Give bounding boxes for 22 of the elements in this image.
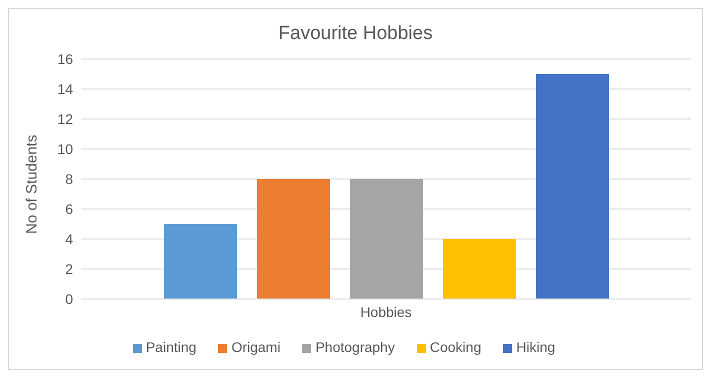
y-tick-label: 14 — [57, 80, 74, 97]
bar — [443, 239, 516, 299]
y-tick-label: 12 — [57, 110, 74, 127]
bar — [536, 74, 609, 299]
legend-label: Photography — [315, 339, 395, 355]
x-tick-label: Hobbies — [360, 304, 412, 320]
legend-label: Hiking — [516, 339, 556, 355]
chart-title: Favourite Hobbies — [278, 23, 433, 44]
y-tick-label: 4 — [65, 230, 74, 247]
bar — [164, 224, 237, 299]
y-tick-label: 0 — [65, 290, 74, 307]
y-tick-label: 6 — [65, 200, 74, 217]
bar — [350, 179, 423, 299]
y-tick-label: 2 — [65, 260, 74, 277]
legend-label: Origami — [231, 339, 280, 355]
y-tick-label: 10 — [57, 140, 74, 157]
y-tick-label: 16 — [57, 50, 74, 67]
y-axis-title: No of Students — [23, 134, 40, 234]
legend-label: Painting — [146, 339, 196, 355]
bar — [257, 179, 330, 299]
y-tick-label: 8 — [65, 170, 74, 187]
legend-label: Cooking — [430, 339, 482, 355]
